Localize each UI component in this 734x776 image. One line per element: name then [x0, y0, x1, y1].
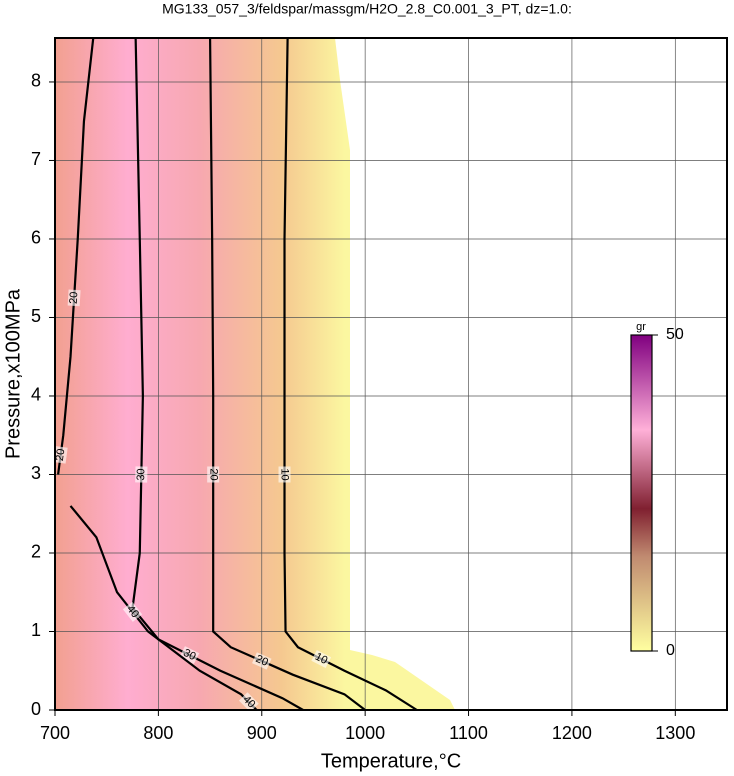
contour-label: 10: [313, 651, 329, 667]
contour-label: 20: [68, 291, 81, 304]
colorbar: [630, 334, 653, 652]
y-tick-label: 7: [31, 149, 41, 169]
chart-title: MG133_057_3/feldspar/massgm/H2O_2.8_C0.0…: [162, 1, 572, 17]
y-tick-label: 6: [31, 228, 41, 248]
y-tick-label: 4: [31, 385, 41, 405]
colorbar-label: gr: [636, 321, 646, 333]
x-tick-label: 1000: [345, 723, 385, 743]
contour-label-bg: [252, 652, 272, 670]
filled-field: [55, 38, 455, 710]
contour-label: 20: [254, 653, 270, 669]
y-axis-label: Pressure,x100MPa: [2, 288, 24, 459]
contour-label-bg: [122, 601, 143, 622]
x-tick-label: 700: [40, 723, 70, 743]
contour-label: 30: [135, 468, 147, 480]
y-tick-label: 1: [31, 620, 41, 640]
x-tick-label: 1100: [449, 723, 488, 743]
y-tick-label: 0: [31, 699, 41, 719]
colorbar-tick-label: 0: [666, 642, 675, 659]
contour-label-bg: [311, 650, 332, 668]
contour-label: 20: [207, 468, 219, 480]
x-tick-label: 1200: [552, 723, 592, 743]
x-tick-label: 900: [247, 723, 277, 743]
contour-label-bg: [135, 466, 148, 483]
contour-label: 40: [124, 603, 141, 620]
x-tick-label: 800: [143, 723, 173, 743]
contour-label-bg: [278, 466, 291, 483]
contour-label-bg: [238, 692, 259, 713]
y-tick-label: 3: [31, 463, 41, 483]
x-axis-label: Temperature,°C: [321, 750, 461, 772]
plot-frame: [54, 37, 728, 711]
y-tick-label: 2: [31, 542, 41, 562]
contour-label-bg: [53, 446, 68, 464]
contour-label: 20: [54, 448, 67, 462]
contour-label-bg: [67, 289, 81, 307]
colorbar-tick-label: 50: [666, 326, 684, 343]
y-tick-label: 5: [31, 306, 41, 326]
contour-label: 10: [279, 468, 291, 480]
y-tick-label: 8: [31, 71, 41, 91]
x-tick-label: 1300: [655, 723, 695, 743]
contour-label-bg: [179, 646, 200, 665]
contour-label-bg: [207, 466, 220, 483]
contour-line: [69, 505, 258, 711]
contour-line: [283, 37, 418, 711]
contour-line: [208, 37, 366, 711]
